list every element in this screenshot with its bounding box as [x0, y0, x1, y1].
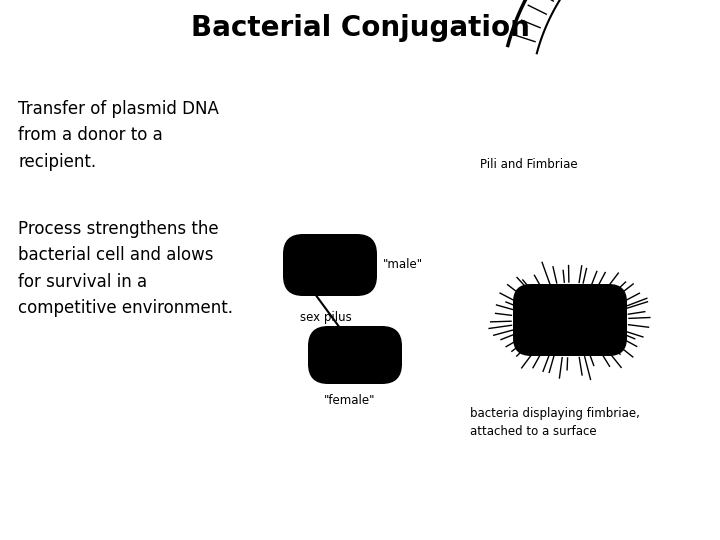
Text: Pili and Fimbriae: Pili and Fimbriae	[480, 159, 577, 172]
FancyBboxPatch shape	[283, 234, 377, 296]
Text: bacteria displaying fimbriae,
attached to a surface: bacteria displaying fimbriae, attached t…	[470, 407, 640, 438]
FancyBboxPatch shape	[513, 284, 627, 356]
FancyBboxPatch shape	[308, 326, 402, 384]
Text: Transfer of plasmid DNA
from a donor to a
recipient.: Transfer of plasmid DNA from a donor to …	[18, 100, 219, 171]
Text: Process strengthens the
bacterial cell and alows
for survival in a
competitive e: Process strengthens the bacterial cell a…	[18, 220, 233, 317]
Text: "female": "female"	[324, 394, 376, 407]
Text: sex pilus: sex pilus	[300, 312, 352, 325]
Text: "male": "male"	[383, 259, 423, 272]
Text: Bacterial Conjugation: Bacterial Conjugation	[191, 14, 529, 42]
